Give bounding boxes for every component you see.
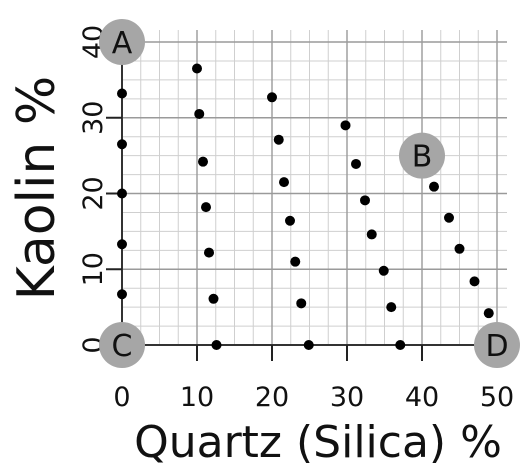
x-tick-label: 40	[405, 382, 439, 413]
data-point	[483, 308, 494, 319]
x-tick-label: 20	[255, 382, 289, 413]
data-point	[192, 63, 202, 74]
corner-letter: C	[112, 329, 133, 364]
y-tick-label: 30	[78, 101, 109, 135]
data-point	[198, 156, 208, 167]
data-point	[366, 229, 377, 240]
data-point	[201, 202, 211, 213]
corner-disc	[399, 132, 445, 179]
data-point	[117, 88, 127, 99]
data-point	[117, 289, 127, 300]
y-axis-title: Kaolin %	[7, 76, 67, 301]
data-point	[273, 134, 284, 145]
x-tick-labels: 0 10 20 30 40 50	[113, 382, 514, 413]
grid	[121, 30, 507, 346]
data-point	[340, 120, 351, 131]
data-points	[117, 63, 494, 350]
data-point	[279, 177, 289, 188]
corner-label-c: C	[99, 322, 145, 368]
data-point	[395, 340, 406, 350]
data-point	[378, 265, 389, 276]
x-tick-label: 0	[113, 382, 130, 413]
data-point	[454, 243, 465, 254]
data-point	[469, 276, 480, 287]
corner-letter: D	[485, 329, 508, 364]
data-point	[194, 108, 205, 119]
data-point	[351, 158, 361, 169]
data-point	[444, 212, 454, 223]
data-point	[208, 293, 219, 304]
data-point	[267, 92, 277, 103]
data-point	[386, 302, 397, 313]
corner-labels: A B C D	[99, 19, 520, 368]
y-tick-label: 10	[78, 252, 109, 286]
x-axis-title: Quartz (Silica) %	[134, 417, 502, 468]
data-point	[204, 247, 214, 258]
corner-label-a: A	[99, 19, 145, 65]
x-tick-label: 30	[330, 382, 364, 413]
data-point	[303, 340, 314, 350]
x-tick-label: 10	[180, 382, 214, 413]
data-point	[285, 215, 295, 226]
corner-label-b: B	[399, 132, 445, 179]
data-point	[296, 298, 307, 309]
corner-disc	[99, 19, 145, 65]
data-point	[429, 181, 439, 192]
corner-disc	[99, 322, 145, 368]
corner-letter: A	[112, 26, 133, 61]
corner-disc	[474, 322, 520, 368]
data-point	[117, 188, 127, 199]
corner-label-d: D	[474, 322, 520, 368]
data-point	[290, 256, 301, 267]
data-point	[360, 195, 370, 206]
data-point	[117, 139, 127, 150]
corner-letter: B	[412, 140, 433, 175]
x-tick-label: 50	[480, 382, 514, 413]
y-tick-label: 20	[78, 176, 109, 210]
data-point	[117, 239, 127, 250]
data-point	[211, 340, 222, 350]
